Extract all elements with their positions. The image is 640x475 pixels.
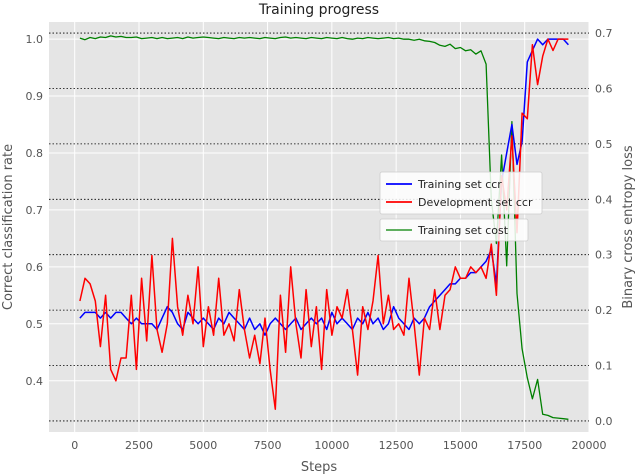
x-tick-label: 15000 — [443, 439, 478, 452]
x-tick-label: 12500 — [379, 439, 414, 452]
legend-label-development-ccr: Development set ccr — [418, 196, 533, 209]
right-y-tick-label: 0.7 — [595, 27, 613, 40]
series-line-training-set-cost — [79, 35, 569, 420]
left-y-tick-label: 0.8 — [26, 147, 44, 160]
right-y-axis-ticks: 0.0 0.1 0.2 0.3 0.4 0.5 0.6 0.7 — [595, 27, 613, 428]
right-y-tick-label: 0.2 — [595, 304, 613, 317]
x-tick-label: 0 — [71, 439, 78, 452]
left-y-tick-label: 0.4 — [26, 375, 44, 388]
x-tick-label: 7500 — [254, 439, 282, 452]
right-y-tick-label: 0.1 — [595, 360, 613, 373]
chart-title: Training progress — [258, 2, 379, 18]
left-y-axis-ticks: 0.4 0.5 0.6 0.7 0.8 0.9 1.0 — [26, 33, 44, 388]
left-y-tick-label: 1.0 — [26, 33, 44, 46]
series-lines — [79, 35, 569, 420]
right-y-tick-label: 0.6 — [595, 82, 613, 95]
left-y-tick-label: 0.6 — [26, 261, 44, 274]
legend-label-training-cost: Training set cost — [417, 224, 509, 237]
right-y-tick-label: 0.0 — [595, 415, 613, 428]
x-tick-label: 2500 — [125, 439, 153, 452]
x-axis-ticks: 0 2500 5000 7500 10000 12500 15000 17500 20000 — [71, 439, 606, 452]
x-tick-label: 20000 — [572, 439, 607, 452]
x-tick-label: 5000 — [189, 439, 217, 452]
right-y-tick-label: 0.3 — [595, 249, 613, 262]
left-y-tick-label: 0.7 — [26, 204, 44, 217]
right-y-tick-label: 0.5 — [595, 138, 613, 151]
right-y-tick-label: 0.4 — [595, 193, 613, 206]
left-y-tick-label: 0.9 — [26, 90, 44, 103]
series-line-development-set-ccr — [79, 38, 569, 410]
legend-cost: Training set cost — [379, 218, 529, 242]
x-tick-label: 17500 — [507, 439, 542, 452]
right-y-axis-label: Binary cross entropy loss — [621, 145, 636, 309]
x-axis-label: Steps — [301, 460, 338, 475]
left-y-tick-label: 0.5 — [26, 318, 44, 331]
left-y-axis-label: Correct classification rate — [1, 144, 16, 310]
x-tick-label: 10000 — [314, 439, 349, 452]
legend-label-training-ccr: Training set ccr — [417, 178, 502, 191]
legend-ccr: Training set ccr Development set ccr — [379, 171, 543, 215]
